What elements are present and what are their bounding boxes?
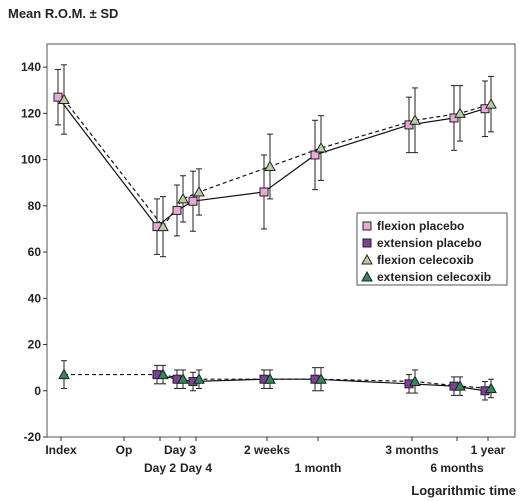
data-point [193, 185, 205, 197]
y-tick-label: 140 [21, 60, 41, 74]
data-point [449, 113, 459, 123]
data-point [454, 107, 466, 118]
y-tick-label: 80 [28, 199, 42, 213]
series-line [63, 99, 492, 228]
series-line [57, 96, 486, 228]
legend-label: extension placebo [377, 236, 482, 250]
chart-title: Mean R.O.M. ± SD [8, 6, 118, 21]
x-axis-title: Logarithmic time [411, 483, 516, 498]
x-tick-label: 1 year [471, 443, 506, 457]
data-point [188, 196, 198, 206]
data-point [485, 98, 497, 109]
x-axis: Index Op Day 3 2 weeks 3 months 1 year Day 2 Da… [45, 437, 506, 475]
plot-border [46, 43, 516, 438]
y-tick-label: 40 [28, 291, 42, 305]
data-point [177, 192, 189, 204]
x-tick-label: Index [45, 443, 77, 457]
data-point [157, 220, 169, 232]
legend-box [356, 212, 508, 286]
x-tick-label: 6 months [430, 461, 484, 475]
legend-label: flexion celecoxib [377, 253, 474, 267]
data-point [409, 375, 421, 387]
data-markers [53, 92, 497, 396]
x-tick-label: Op [116, 443, 133, 457]
legend: flexion placebo extension placebo flexion … [356, 212, 508, 286]
data-point [485, 382, 497, 393]
data-point [315, 141, 327, 153]
data-point [58, 93, 70, 104]
data-point [454, 380, 466, 391]
plot-area [46, 43, 516, 438]
data-point [264, 373, 276, 384]
data-point [264, 160, 276, 172]
data-point [157, 368, 169, 380]
data-point [310, 150, 320, 160]
x-tick-label: Day 2 [144, 461, 176, 475]
legend-label: flexion placebo [377, 219, 464, 233]
data-point [315, 373, 327, 384]
x-tick-label: 2 weeks [244, 443, 290, 457]
data-point [58, 368, 70, 380]
x-tick-label: 3 months [385, 443, 439, 457]
series-line [64, 373, 492, 390]
y-tick-label: 0 [34, 384, 41, 398]
x-tick-label: 1 month [295, 461, 342, 475]
legend-marker [361, 270, 373, 282]
legend-marker [361, 253, 373, 265]
x-tick-label: Day 3 [164, 443, 196, 457]
y-tick-label: -20 [24, 430, 42, 444]
data-point [480, 104, 490, 114]
y-axis: -20 0 20 40 60 80 100 120 140 [21, 60, 47, 444]
legend-marker [362, 238, 372, 248]
data-point [409, 114, 421, 125]
y-tick-label: 100 [21, 153, 41, 167]
data-point [177, 373, 189, 384]
y-tick-label: 20 [28, 338, 42, 352]
data-point [404, 120, 414, 130]
x-tick-label: Day 4 [180, 461, 212, 475]
y-tick-label: 60 [28, 245, 42, 259]
y-tick-label: 120 [21, 106, 41, 120]
legend-marker [362, 221, 372, 231]
legend-label: extension celecoxib [377, 270, 491, 284]
data-point [193, 373, 205, 384]
data-point [259, 187, 269, 197]
data-point [172, 205, 182, 215]
